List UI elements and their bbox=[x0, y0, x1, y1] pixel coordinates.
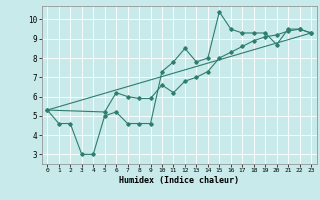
X-axis label: Humidex (Indice chaleur): Humidex (Indice chaleur) bbox=[119, 176, 239, 185]
